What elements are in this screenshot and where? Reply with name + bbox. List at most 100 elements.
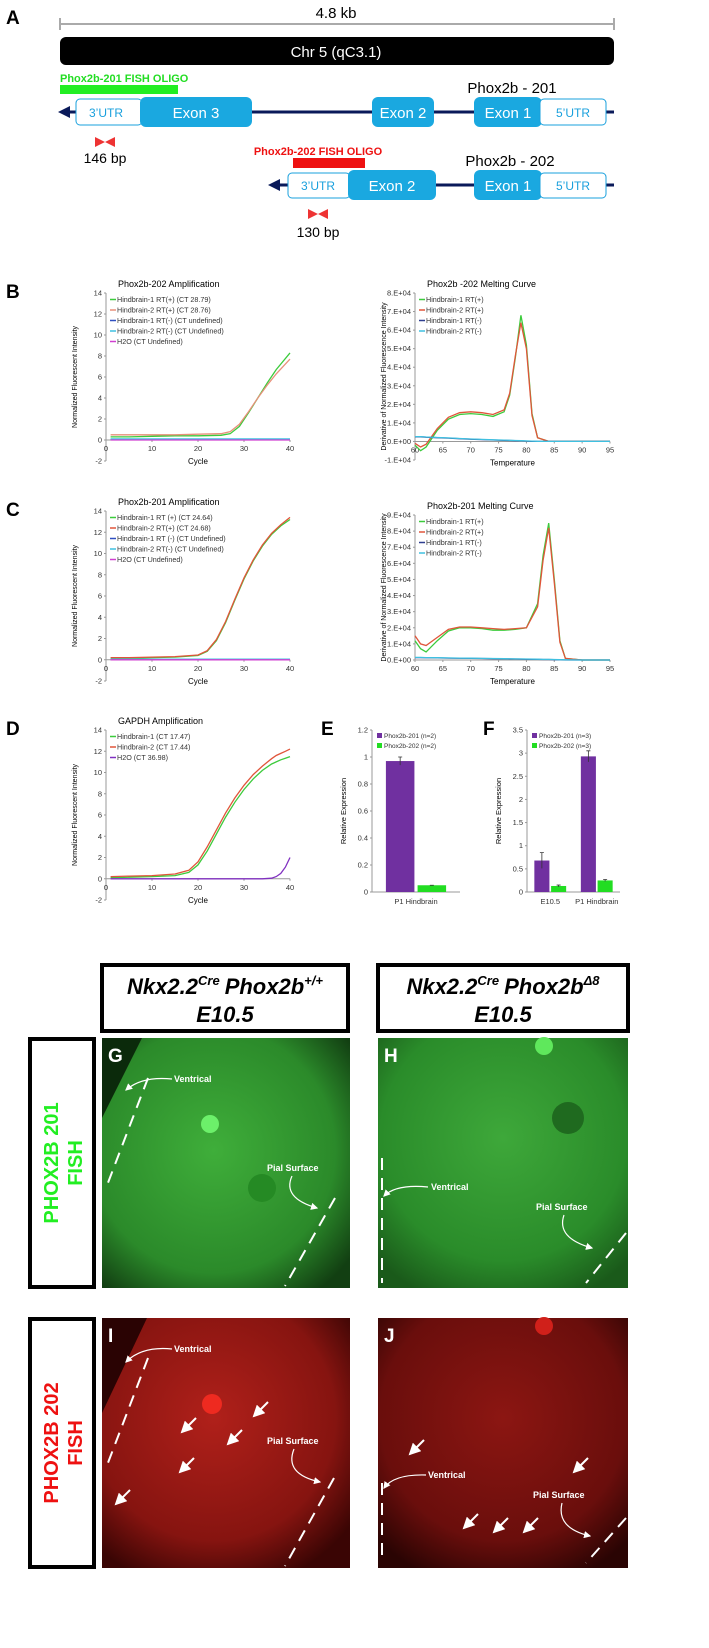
y-tick-label: 2 — [98, 853, 102, 862]
legend-swatch — [377, 743, 382, 748]
y-tick-label: 8 — [98, 789, 102, 798]
row-label: PHOX2B 202 FISH — [41, 1382, 87, 1503]
legend-label: Hindbrain-2 (CT 17.44) — [117, 743, 190, 752]
header-box — [376, 963, 630, 1033]
strand-arrow — [58, 106, 70, 118]
utr-box — [539, 98, 607, 126]
exon-label: Exon 2 — [380, 105, 427, 122]
boundary — [284, 1197, 336, 1287]
panel-label: E — [321, 719, 334, 740]
cell — [535, 1317, 553, 1335]
line-series — [415, 435, 610, 443]
y-tick-label: 4 — [98, 613, 102, 622]
y-tick-label: 2 — [519, 795, 523, 804]
x-tick-label: 20 — [194, 664, 202, 673]
y-axis-label: Relative Expression — [494, 778, 503, 844]
x-axis-label: Temperature — [490, 458, 535, 467]
micrograph: J Ventrical Pial Surface — [378, 1317, 628, 1568]
scale-label: 4.8 kb — [316, 5, 357, 22]
legend-label: H2O (CT 36.98) — [117, 753, 168, 762]
x-tick-label: 10 — [148, 883, 156, 892]
cell — [535, 1037, 553, 1055]
utr-label: 5’UTR — [556, 179, 590, 193]
chart-title: Phox2b-201 Melting Curve — [427, 501, 534, 511]
y-tick-label: 12 — [94, 310, 102, 319]
legend-label: Hindbrain-2 RT(-) (CT Undefined) — [117, 327, 224, 336]
y-tick-label: -2 — [95, 896, 102, 905]
image — [378, 1318, 628, 1568]
y-tick-label: 10 — [94, 768, 102, 777]
chromosome-bar — [60, 37, 614, 65]
fish-oligo — [293, 158, 365, 168]
driver: Nkx2.2 — [127, 974, 199, 999]
y-tick-label: 4 — [98, 394, 102, 403]
annotation: Pial Surface — [536, 1202, 588, 1212]
legend-swatch — [532, 733, 537, 738]
line-series — [414, 315, 610, 452]
x-tick-label: 85 — [550, 445, 558, 454]
arrow — [114, 1489, 131, 1506]
x-tick-label: 10 — [148, 444, 156, 453]
boundary — [585, 1517, 627, 1564]
panel-label: B — [6, 282, 20, 303]
line-series — [414, 322, 610, 448]
y-tick-label: 0 — [98, 874, 102, 883]
arrow — [572, 1457, 589, 1474]
y-tick-label: 6.E+04 — [387, 559, 411, 568]
column-header: Nkx2.2Cre Phox2bΔ8 — [406, 973, 600, 999]
legend-swatch — [377, 733, 382, 738]
arrow — [252, 1401, 269, 1418]
y-tick-label: -1.E+04 — [385, 456, 411, 465]
x-tick-label: 30 — [240, 444, 248, 453]
annotation: Ventrical — [174, 1344, 212, 1354]
panel-label: C — [6, 500, 20, 521]
x-tick-label: 20 — [194, 883, 202, 892]
y-tick-label: 14 — [94, 726, 102, 735]
gene: Phox2b — [504, 974, 583, 999]
ventricle-space — [102, 1318, 147, 1413]
arrow — [383, 1185, 429, 1197]
image — [102, 1038, 350, 1288]
row-box — [28, 1037, 96, 1289]
arrow — [492, 1517, 509, 1534]
annotation: Ventrical — [174, 1074, 212, 1084]
legend-label: Hindbrain-1 RT(-) — [426, 316, 482, 325]
chromosome-label: Chr 5 (qC3.1) — [291, 44, 382, 61]
y-tick-label: 4.E+04 — [387, 591, 411, 600]
utr-label: 3’UTR — [89, 106, 123, 120]
legend-label: Phox2b-202 (n=2) — [384, 743, 436, 750]
chart-title: Phox2b-201 Amplification — [118, 497, 220, 507]
panel-label: A — [6, 8, 20, 29]
annotation: Ventrical — [431, 1182, 469, 1192]
y-tick-label: 0 — [98, 655, 102, 664]
y-tick-label: 8 — [98, 570, 102, 579]
transcript-name: Phox2b - 202 — [465, 153, 554, 170]
exon — [140, 97, 252, 127]
arrow — [180, 1417, 197, 1434]
arrow — [462, 1513, 479, 1530]
arrows — [114, 1401, 269, 1506]
amplicon-label: 146 bp — [84, 150, 127, 166]
line-series — [110, 748, 291, 878]
row-box — [28, 1317, 96, 1569]
y-tick-label: 0 — [98, 436, 102, 445]
x-tick-label: 95 — [606, 445, 614, 454]
error-bar — [586, 750, 591, 762]
annotation: Pial Surface — [267, 1163, 319, 1173]
image — [378, 1038, 628, 1288]
y-tick-label: 10 — [94, 549, 102, 558]
y-tick-label: 2 — [98, 634, 102, 643]
panel-label: G — [108, 1046, 123, 1067]
line-series — [110, 857, 291, 880]
gene: Phox2b — [225, 974, 304, 999]
bar — [417, 885, 447, 892]
y-tick-label: 2.E+04 — [387, 623, 411, 632]
boundary — [284, 1477, 335, 1567]
exon-label: Exon 3 — [173, 105, 220, 122]
y-tick-label: 0.5 — [513, 864, 523, 873]
exon — [348, 170, 436, 200]
utr-label: 5’UTR — [556, 106, 590, 120]
x-tick-label: 40 — [286, 664, 294, 673]
